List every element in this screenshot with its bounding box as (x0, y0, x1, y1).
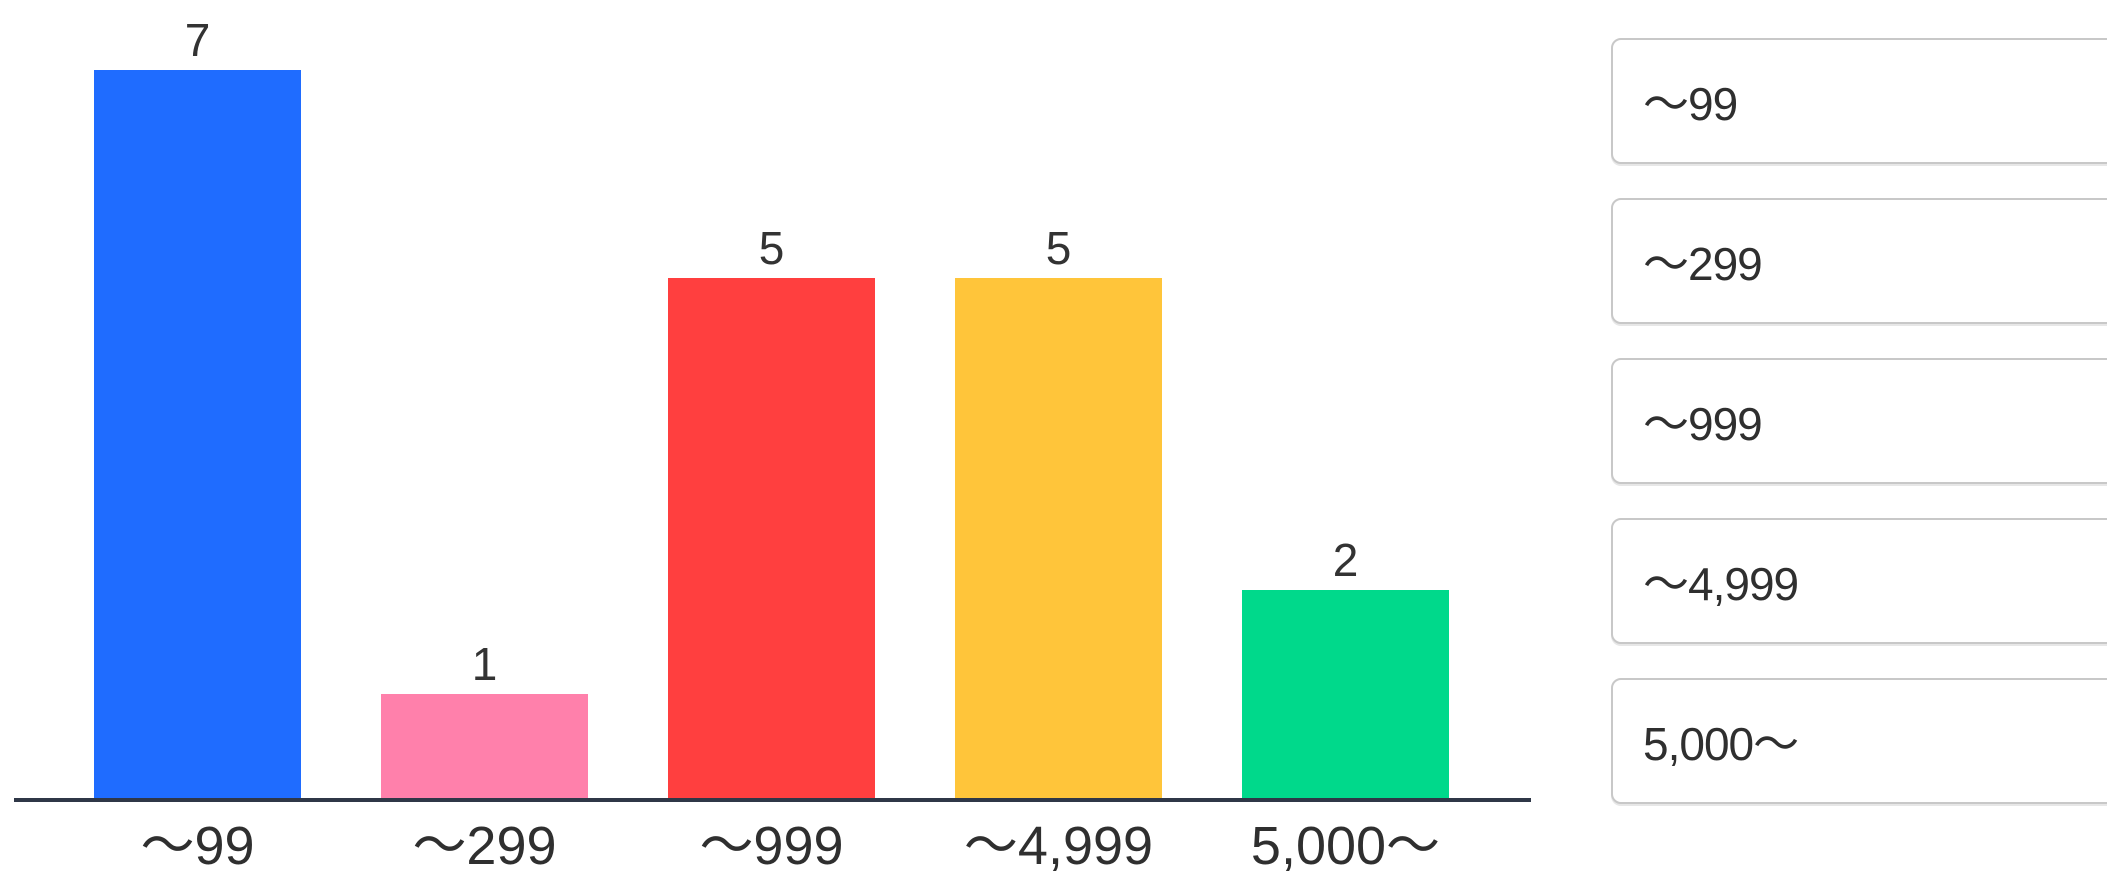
legend-item-lt-299[interactable]: ～299 (1611, 198, 2107, 324)
bar-chart: 7 1 5 5 2 ～99 ～299 ～999 ～4,999 5,000～ (14, 14, 1531, 872)
x-tick-label: ～999 (699, 816, 843, 872)
bar-1[interactable] (381, 694, 588, 798)
legend-label: ～999 (1643, 398, 1763, 450)
bars-layer (94, 70, 1449, 798)
bar-4[interactable] (1242, 590, 1449, 798)
bar-value-labels: 7 1 5 5 2 (185, 14, 1359, 690)
legend-label: ～299 (1643, 238, 1763, 290)
bar-value-label: 5 (759, 222, 785, 274)
x-tick-label: 5,000～ (1251, 816, 1440, 872)
legend-item-lt-4999[interactable]: ～4,999 (1611, 518, 2107, 644)
legend-label: ～4,999 (1643, 558, 1799, 610)
bar-value-label: 5 (1046, 222, 1072, 274)
legend-label: 5,000～ (1643, 718, 1799, 770)
bar-0[interactable] (94, 70, 301, 798)
bar-value-label: 2 (1333, 534, 1359, 586)
x-tick-label: ～4,999 (964, 816, 1153, 872)
bar-3[interactable] (955, 278, 1162, 798)
x-tick-label: ～299 (412, 816, 556, 872)
legend-item-lt-999[interactable]: ～999 (1611, 358, 2107, 484)
legend-item-lt-99[interactable]: ～99 (1611, 38, 2107, 164)
legend-panel: ～99 ～299 ～999 ～4,999 5,000～ (1611, 0, 2107, 872)
bar-value-label: 1 (472, 638, 498, 690)
legend-label: ～99 (1643, 78, 1738, 130)
x-axis-tick-labels: ～99 ～299 ～999 ～4,999 5,000～ (140, 816, 1440, 872)
x-tick-label: ～99 (140, 816, 254, 872)
legend-item-gte-5000[interactable]: 5,000～ (1611, 678, 2107, 804)
bar-2[interactable] (668, 278, 875, 798)
bar-value-label: 7 (185, 14, 211, 66)
